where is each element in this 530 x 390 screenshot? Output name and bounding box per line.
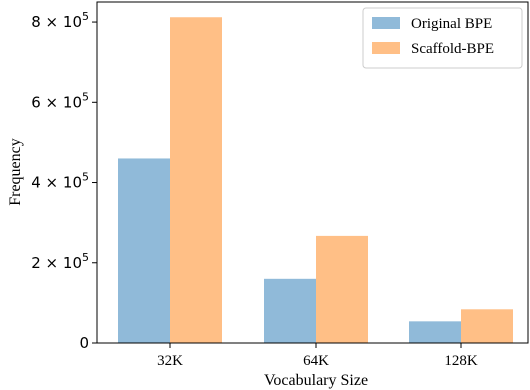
bar-original-bpe-128k [409,321,461,343]
y-ticks: 0 2 × 105 4 × 105 6 × 105 8 × 105 [31,10,97,352]
plot-frame [96,1,529,344]
axes-group [96,1,529,344]
bars-group [118,17,513,344]
y-tick-label-800000: 8 × 105 [31,10,89,31]
x-tick-label-32k: 32K [157,353,183,369]
bar-scaffold-bpe-128k [461,309,513,343]
bar-original-bpe-64k [264,278,316,343]
y-axis-title: Frequency [7,138,24,206]
y-tick-label-400000: 4 × 105 [31,171,89,192]
legend-swatch-scaffold-bpe [372,42,400,54]
bar-scaffold-bpe-32k [170,17,222,344]
bar-original-bpe-32k [118,158,170,343]
y-tick-label-0: 0 [79,334,89,352]
legend-swatch-original-bpe [372,17,400,29]
legend-label-original-bpe: Original BPE [411,16,492,32]
x-axis-title: Vocabulary Size [264,372,368,389]
x-tick-label-128k: 128K [444,353,478,369]
y-tick-label-600000: 6 × 105 [31,90,89,111]
legend: Original BPE Scaffold-BPE [362,7,523,69]
legend-label-scaffold-bpe: Scaffold-BPE [411,41,494,57]
bar-scaffold-bpe-64k [316,235,368,343]
x-tick-label-64k: 64K [303,353,329,369]
y-tick-label-200000: 2 × 105 [31,251,89,272]
legend-frame [362,7,523,69]
x-ticks: 32K 64K 128K [157,343,478,369]
